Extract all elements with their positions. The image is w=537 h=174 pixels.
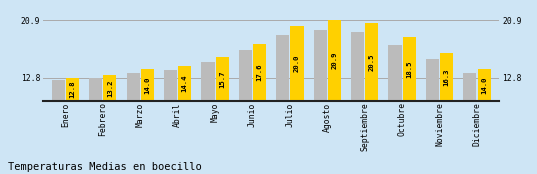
Bar [127, 73, 140, 101]
Text: 20.5: 20.5 [369, 53, 375, 71]
Text: 20.9: 20.9 [331, 52, 337, 69]
Bar [164, 70, 177, 101]
Bar [403, 37, 416, 101]
Text: 20.0: 20.0 [294, 55, 300, 72]
Bar [253, 44, 266, 101]
Bar [216, 57, 229, 101]
Bar [477, 69, 491, 101]
Bar [66, 78, 79, 101]
Bar [291, 26, 303, 101]
Text: 14.0: 14.0 [481, 76, 487, 94]
Bar [463, 73, 476, 101]
Bar [388, 45, 402, 101]
Text: 15.7: 15.7 [219, 70, 225, 88]
Bar [104, 75, 117, 101]
Bar [276, 35, 289, 101]
Bar [351, 32, 364, 101]
Text: 16.3: 16.3 [444, 68, 449, 86]
Text: 14.4: 14.4 [182, 75, 188, 92]
Bar [201, 62, 214, 101]
Bar [178, 66, 191, 101]
Bar [89, 78, 102, 101]
Bar [440, 53, 453, 101]
Bar [141, 69, 154, 101]
Text: 14.0: 14.0 [144, 76, 150, 94]
Text: 13.2: 13.2 [107, 79, 113, 97]
Bar [328, 20, 341, 101]
Bar [314, 30, 326, 101]
Bar [426, 58, 439, 101]
Bar [52, 80, 65, 101]
Text: 17.6: 17.6 [257, 64, 263, 81]
Bar [239, 50, 252, 101]
Bar [365, 23, 379, 101]
Text: 12.8: 12.8 [69, 80, 76, 98]
Text: Temperaturas Medias en boecillo: Temperaturas Medias en boecillo [8, 162, 202, 172]
Text: 18.5: 18.5 [407, 60, 412, 78]
